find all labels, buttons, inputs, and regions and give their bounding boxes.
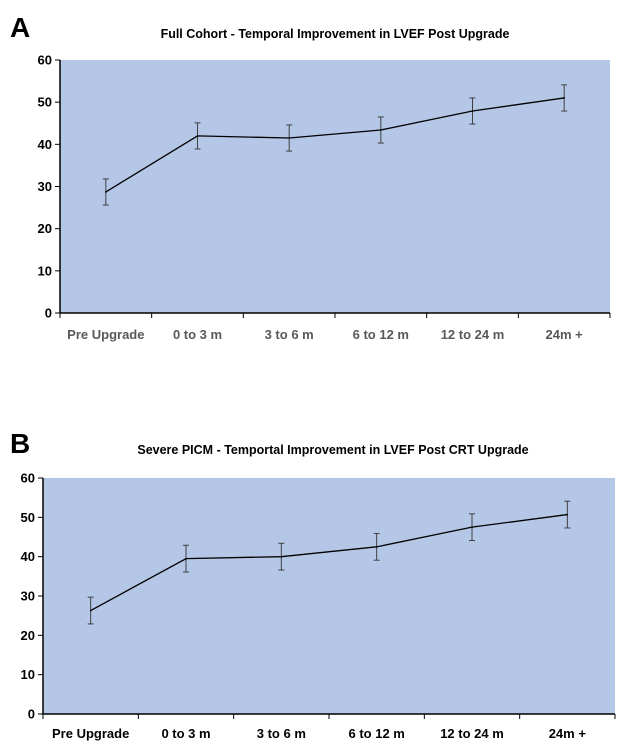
chart-a-plot-area [60,60,610,313]
chart-a-x-tick-label: 12 to 24 m [441,327,505,342]
chart-b-y-tick-label: 20 [21,628,35,643]
chart-a-data-point [105,191,107,193]
chart-a-y-tick-label: 30 [38,179,52,194]
chart-b-y-tick-label: 60 [21,471,35,486]
panel-label-b: B [10,428,31,459]
chart-b-data-point [185,557,187,560]
chart-a-x-tick-label: 6 to 12 m [353,327,409,342]
chart-b-title: Severe PICM - Temportal Improvement in L… [137,443,528,457]
chart-panel-b: B Severe PICM - Temportal Improvement in… [0,428,619,742]
chart-a-svg: Full Cohort - Temporal Improvement in LV… [38,27,611,342]
chart-b-y-tick-label: 40 [21,549,35,564]
chart-b-series-line [90,513,568,612]
chart-a-data-point [563,97,565,99]
chart-a-data-point [288,137,290,139]
chart-a-x-tick-label: 3 to 6 m [265,327,314,342]
chart-b-data-point [89,609,92,612]
chart-b-data-point [566,513,569,516]
chart-a-data-point [196,135,199,137]
chart-a-x-tick-label: 0 to 3 m [173,327,222,342]
chart-b-data-point [375,546,378,548]
chart-a-title: Full Cohort - Temporal Improvement in LV… [161,27,510,41]
chart-a-y-tick-label: 10 [38,263,52,278]
chart-a-y-tick-label: 60 [38,53,52,68]
chart-b-x-tick-label: 3 to 6 m [257,726,306,741]
chart-a-x-tick-label: 24m + [546,327,584,342]
chart-a-y-tick-label: 40 [38,137,52,152]
chart-b-x-tick-label: 24m + [549,726,587,741]
chart-b-y-tick-label: 30 [21,589,35,604]
chart-panel-a: A Full Cohort - Temporal Improvement in … [0,0,619,360]
chart-b-svg: Severe PICM - Temportal Improvement in L… [21,443,616,741]
chart-b-plot-area [43,478,615,714]
chart-b-y-tick-label: 50 [21,510,35,525]
chart-b-data-point [280,555,283,558]
chart-b-x-tick-label: 12 to 24 m [440,726,504,741]
chart-a-y-tick-label: 50 [38,95,52,110]
chart-a-y-tick-label: 20 [38,221,52,236]
chart-b-x-tick-label: 0 to 3 m [161,726,210,741]
chart-a-y-tick-label: 0 [45,306,52,321]
chart-a-x-tick-label: Pre Upgrade [67,327,144,342]
chart-a-data-point [380,129,382,131]
chart-a-series-line [105,97,565,193]
chart-b-y-tick-label: 10 [21,667,35,682]
chart-b-data-point [471,526,473,528]
chart-b-x-tick-label: Pre Upgrade [52,726,129,741]
panel-label-a: A [10,12,31,43]
chart-b-x-tick-label: 6 to 12 m [348,726,404,741]
chart-b-y-tick-label: 0 [28,707,35,722]
chart-a-data-point [471,110,474,112]
